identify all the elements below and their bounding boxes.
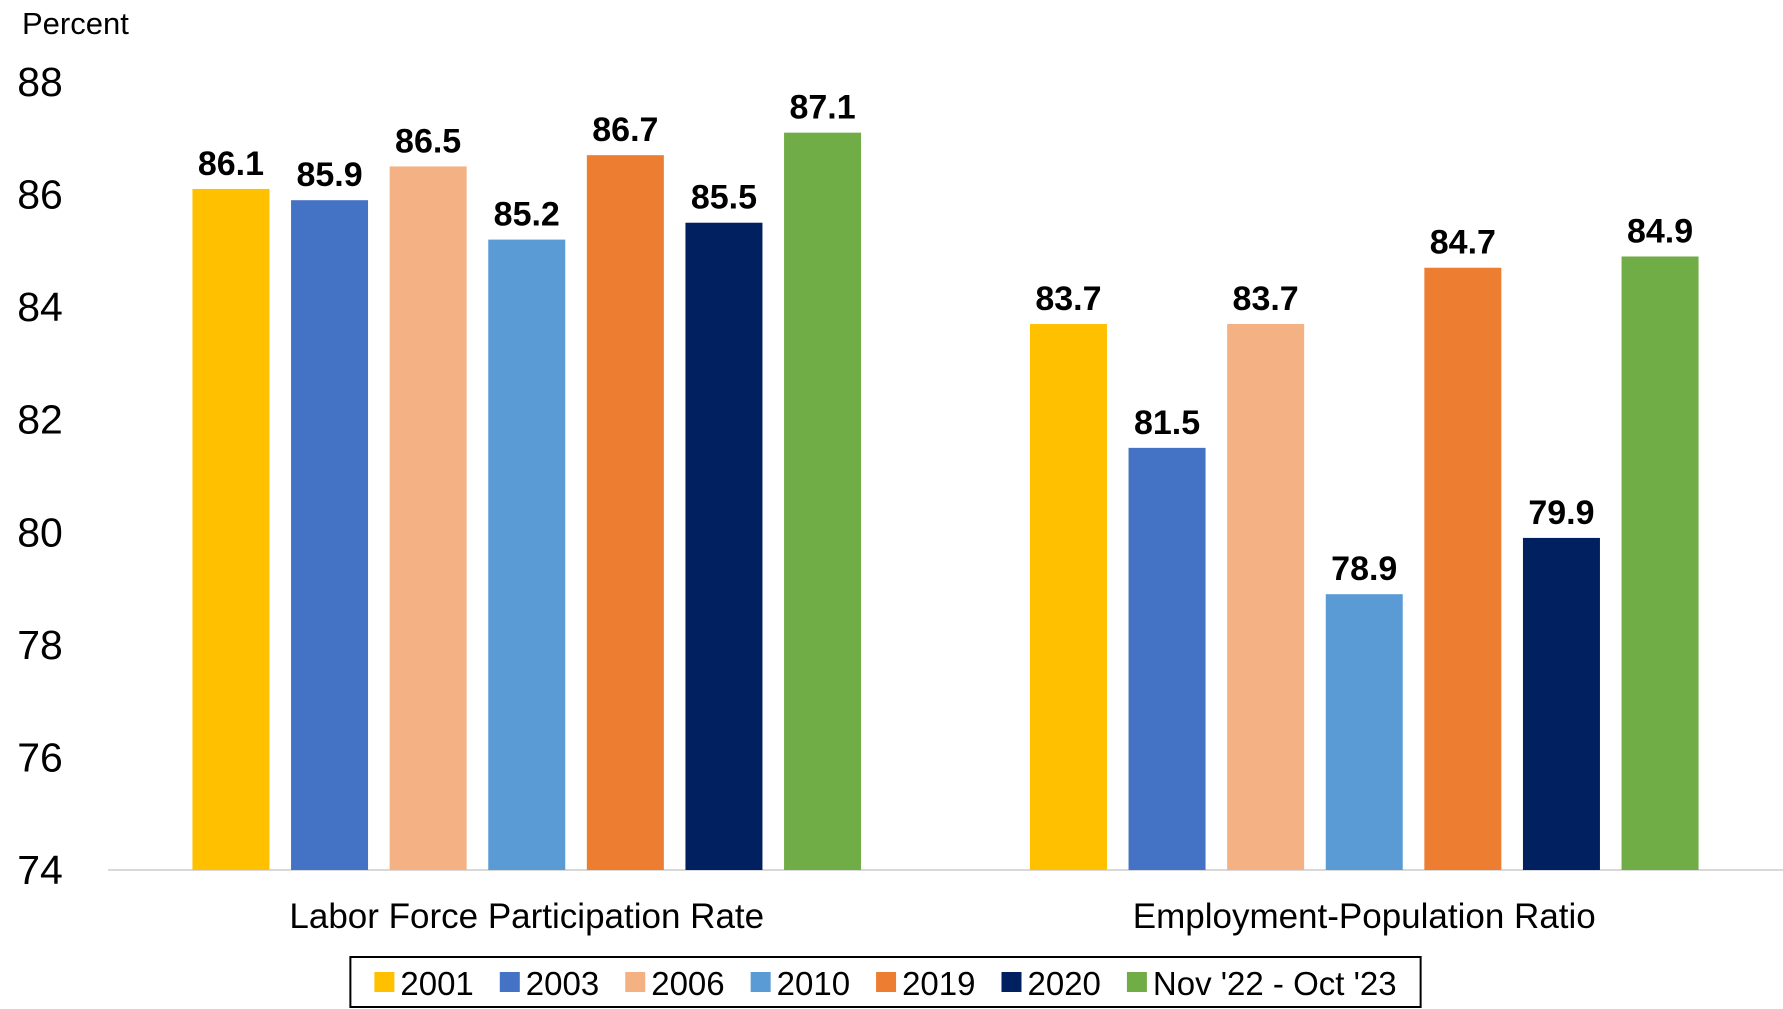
bar (784, 132, 862, 870)
data-label: 83.7 (1035, 280, 1101, 318)
legend-swatch (876, 972, 897, 992)
bar (1128, 447, 1206, 870)
legend-label: 2001 (400, 965, 473, 1002)
legend-label: Nov '22 - Oct '23 (1153, 965, 1397, 1002)
data-label: 78.9 (1331, 550, 1397, 588)
legend-swatch (499, 972, 520, 992)
bar (192, 188, 270, 870)
data-label: 84.7 (1430, 224, 1496, 262)
data-label: 86.7 (592, 111, 658, 149)
data-label: 84.9 (1627, 212, 1693, 250)
bar (1227, 324, 1305, 870)
bar (1029, 324, 1107, 870)
bar (488, 239, 566, 871)
y-axis-label: Percent (22, 6, 129, 41)
data-label: 85.9 (296, 156, 362, 194)
legend-swatch (1126, 972, 1147, 992)
legend-label: 2003 (526, 965, 599, 1002)
legend-swatch (625, 972, 646, 992)
x-tick-label: Labor Force Participation Rate (289, 897, 764, 936)
bar (1621, 256, 1699, 870)
legend-label: 2010 (777, 965, 850, 1002)
legend-label: 2019 (902, 965, 975, 1002)
data-label: 85.5 (691, 179, 757, 217)
legend-swatch (374, 972, 395, 992)
y-tick-label: 76 (17, 734, 63, 780)
y-tick-label: 86 (17, 172, 63, 218)
y-tick-label: 74 (17, 847, 63, 893)
y-tick-label: 88 (17, 59, 63, 105)
legend-label: 2006 (651, 965, 724, 1002)
y-tick-label: 78 (17, 622, 63, 668)
legend-swatch (1001, 972, 1022, 992)
legend-box (349, 956, 1422, 1008)
data-label: 83.7 (1233, 280, 1299, 318)
bar (1424, 267, 1502, 870)
bar (389, 166, 467, 870)
data-label: 85.2 (494, 196, 560, 234)
data-label: 87.1 (789, 89, 855, 127)
bar (586, 155, 664, 870)
bar (1522, 537, 1600, 870)
bar (685, 222, 763, 870)
bar (1325, 594, 1403, 870)
y-tick-label: 82 (17, 397, 63, 443)
legend-label: 2020 (1027, 965, 1100, 1002)
data-label: 79.9 (1528, 494, 1594, 532)
x-tick-label: Employment-Population Ratio (1133, 897, 1596, 936)
bar (291, 200, 369, 870)
data-label: 86.1 (198, 145, 264, 183)
y-tick-label: 80 (17, 509, 63, 555)
data-label: 86.5 (395, 122, 461, 160)
data-label: 81.5 (1134, 404, 1200, 442)
y-tick-label: 84 (17, 284, 63, 330)
legend-swatch (750, 972, 771, 992)
